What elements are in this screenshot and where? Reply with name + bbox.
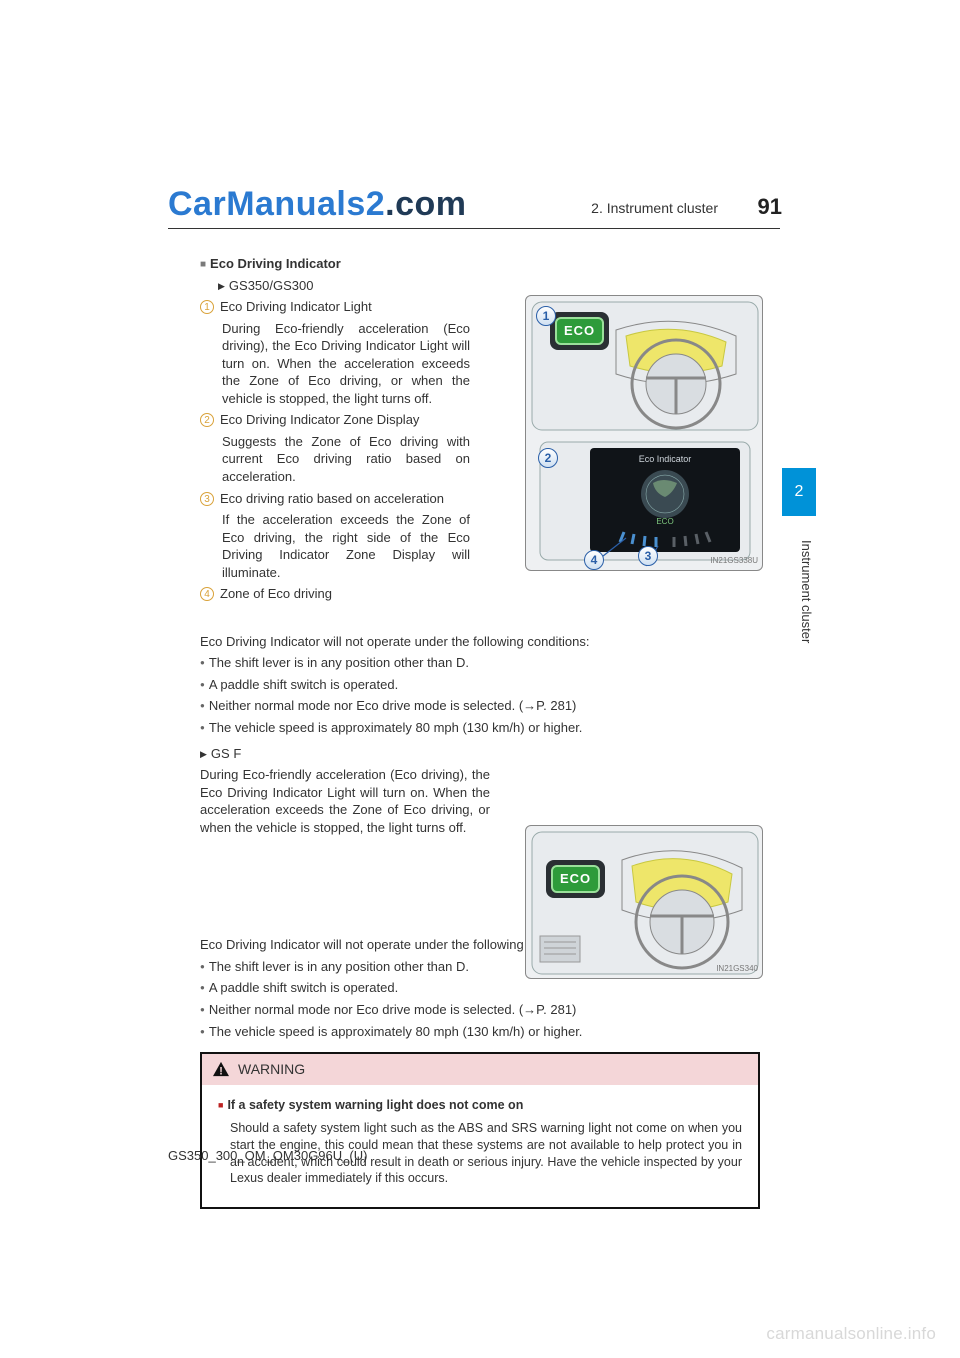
model-variant-1: ▶GS350/GS300 xyxy=(218,277,760,295)
cond-2d: ●The vehicle speed is approximately 80 m… xyxy=(200,1023,760,1041)
dashboard-illustration-gsf xyxy=(526,826,764,980)
watermark-part2: .com xyxy=(385,185,466,223)
item-4: 4 Zone of Eco driving xyxy=(200,585,470,603)
callout-2-icon: 2 xyxy=(538,448,558,468)
cond-1b: ●A paddle shift switch is operated. xyxy=(200,676,760,694)
item3-title: Eco driving ratio based on acceleration xyxy=(220,491,444,506)
item1-desc: During Eco-friendly acceleration (Eco dr… xyxy=(222,320,470,408)
footer-site-watermark: carmanualsonline.info xyxy=(766,1324,936,1344)
cond-1c: ●Neither normal mode nor Eco drive mode … xyxy=(200,697,760,715)
warning-header: ! WARNING xyxy=(202,1054,758,1085)
page-number: 91 xyxy=(758,194,782,220)
gsf-desc: During Eco-friendly acceleration (Eco dr… xyxy=(200,766,490,836)
eco-badge-text: ECO xyxy=(555,317,604,345)
eco-badge-icon-2: ECO xyxy=(546,860,605,898)
item3-desc: If the acceleration exceeds the Zone of … xyxy=(222,511,470,581)
cond-2c: ●Neither normal mode nor Eco drive mode … xyxy=(200,1001,760,1019)
num-circle-2-icon: 2 xyxy=(200,413,214,427)
callout-3-icon: 3 xyxy=(638,546,658,566)
callout-1-icon: 1 xyxy=(536,306,556,326)
cond-1d: ●The vehicle speed is approximately 80 m… xyxy=(200,719,760,737)
chapter-tab: 2 xyxy=(782,468,816,516)
warning-body: ■If a safety system warning light does n… xyxy=(202,1085,758,1207)
watermark-part1: CarManuals2 xyxy=(168,185,385,223)
brand-watermark: CarManuals2.com xyxy=(168,185,467,224)
num-circle-4-icon: 4 xyxy=(200,587,214,601)
warning-head-text: WARNING xyxy=(238,1060,305,1079)
chapter-tab-num: 2 xyxy=(795,483,804,501)
eco-small-text: ECO xyxy=(656,517,673,526)
item-1: 1 Eco Driving Indicator Light xyxy=(200,298,470,316)
svg-text:!: ! xyxy=(219,1066,223,1078)
chapter-tab-label: Instrument cluster xyxy=(784,522,814,662)
figure2-code: IN21GS340 xyxy=(716,964,758,975)
header-rule xyxy=(168,228,780,229)
page-content: ■Eco Driving Indicator ▶GS350/GS300 ECO … xyxy=(200,255,760,1209)
eco-badge-text-2: ECO xyxy=(551,865,600,893)
figure-eco-indicator-gs350: ECO 1 Eco Indicator ECO xyxy=(525,295,763,571)
eco-badge-icon: ECO xyxy=(550,312,609,350)
warning-title: ■If a safety system warning light does n… xyxy=(218,1097,742,1114)
item2-title: Eco Driving Indicator Zone Display xyxy=(220,412,419,427)
item-3: 3 Eco driving ratio based on acceleration xyxy=(200,490,470,508)
num-circle-3-icon: 3 xyxy=(200,492,214,506)
item4-title: Zone of Eco driving xyxy=(220,586,332,601)
cond-1a: ●The shift lever is in any position othe… xyxy=(200,654,760,672)
section-heading: ■Eco Driving Indicator xyxy=(200,255,760,273)
item-2: 2 Eco Driving Indicator Zone Display xyxy=(200,411,470,429)
header-section: 2. Instrument cluster xyxy=(591,200,718,216)
callout-4-icon: 4 xyxy=(584,550,604,570)
num-circle-1-icon: 1 xyxy=(200,300,214,314)
section-title-text: Eco Driving Indicator xyxy=(210,256,341,271)
cond-2b: ●A paddle shift switch is operated. xyxy=(200,979,760,997)
item2-desc: Suggests the Zone of Eco driving with cu… xyxy=(222,433,470,486)
model-variant-2: ▶GS F xyxy=(200,745,760,763)
model1-text: GS350/GS300 xyxy=(229,278,314,293)
footer-doc-code: GS350_300_OM_OM30G96U_(U) xyxy=(168,1148,367,1163)
item1-title: Eco Driving Indicator Light xyxy=(220,299,372,314)
model2-text: GS F xyxy=(211,746,241,761)
warning-box: ! WARNING ■If a safety system warning li… xyxy=(200,1052,760,1209)
conditions-intro-1: Eco Driving Indicator will not operate u… xyxy=(200,633,760,651)
warning-triangle-icon: ! xyxy=(212,1061,230,1077)
figure1-code: IN21GS338U xyxy=(710,556,758,567)
figure-eco-indicator-gsf: ECO IN21GS340 xyxy=(525,825,763,979)
eco-indicator-label: Eco Indicator xyxy=(639,454,692,464)
